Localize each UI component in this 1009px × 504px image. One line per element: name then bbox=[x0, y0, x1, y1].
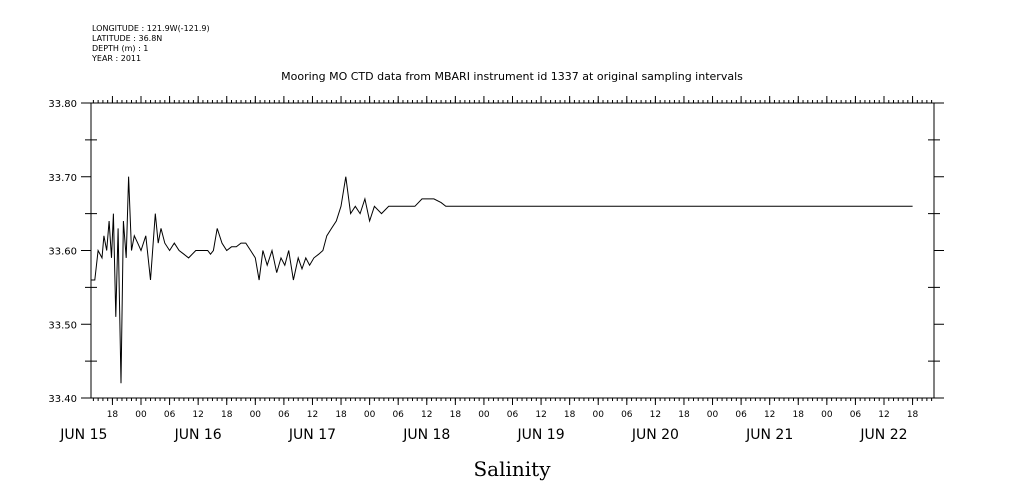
x-hour-label: 18 bbox=[107, 410, 119, 420]
x-hour-label: 18 bbox=[564, 410, 576, 420]
x-day-label: JUN 16 bbox=[174, 427, 222, 443]
x-hour-label: 00 bbox=[478, 410, 490, 420]
x-day-label: JUN 21 bbox=[745, 427, 793, 443]
axis-ticks bbox=[81, 96, 944, 405]
x-hour-label: 18 bbox=[335, 410, 347, 420]
x-tick-labels: 18 00 06 12 18 00 06 12 18 00 06 12 18 00 06 12 18 00 06 12… bbox=[107, 410, 919, 420]
x-hour-label: 06 bbox=[164, 410, 176, 420]
day-labels: JUN 15 JUN 16 JUN 17 JUN 18 JUN 19 JUN 20 JUN … bbox=[59, 427, 907, 443]
y-tick-label: 33.80 bbox=[48, 99, 77, 110]
metadata-block: LONGITUDE : 121.9W(-121.9) LATITUDE : 36… bbox=[91, 24, 210, 63]
salinity-series-line bbox=[91, 176, 913, 384]
x-hour-label: 12 bbox=[307, 410, 318, 420]
x-day-label: JUN 17 bbox=[288, 427, 336, 443]
x-hour-label: 00 bbox=[135, 410, 147, 420]
x-hour-label: 12 bbox=[878, 410, 889, 420]
x-day-label: JUN 18 bbox=[402, 427, 450, 443]
x-axis-label: Salinity bbox=[473, 457, 551, 481]
plot-frame bbox=[90, 102, 935, 399]
x-hour-label: 06 bbox=[735, 410, 747, 420]
x-day-label: JUN 15 bbox=[59, 427, 107, 443]
y-tick-label: 33.40 bbox=[48, 394, 77, 405]
x-hour-label: 12 bbox=[421, 410, 432, 420]
x-hour-label: 06 bbox=[278, 410, 290, 420]
x-day-label: JUN 20 bbox=[631, 427, 679, 443]
year-text: YEAR : 2011 bbox=[91, 54, 141, 63]
x-hour-label: 18 bbox=[450, 410, 462, 420]
x-hour-label: 12 bbox=[650, 410, 661, 420]
x-hour-label: 12 bbox=[192, 410, 203, 420]
y-tick-label: 33.70 bbox=[48, 173, 77, 184]
y-tick-labels: 33.40 33.50 33.60 33.70 33.80 bbox=[48, 99, 77, 405]
x-hour-label: 00 bbox=[707, 410, 719, 420]
x-day-label: JUN 22 bbox=[859, 427, 907, 443]
depth-text: DEPTH (m) : 1 bbox=[92, 44, 148, 53]
x-hour-label: 00 bbox=[821, 410, 833, 420]
x-hour-label: 00 bbox=[593, 410, 605, 420]
chart-title: Mooring MO CTD data from MBARI instrumen… bbox=[281, 70, 743, 83]
x-hour-label: 18 bbox=[678, 410, 690, 420]
y-tick-label: 33.50 bbox=[48, 320, 77, 331]
latitude-text: LATITUDE : 36.8N bbox=[92, 34, 162, 43]
x-day-label: JUN 19 bbox=[517, 427, 565, 443]
x-hour-label: 06 bbox=[392, 410, 404, 420]
x-hour-label: 12 bbox=[764, 410, 775, 420]
x-hour-label: 18 bbox=[793, 410, 805, 420]
x-hour-label: 06 bbox=[850, 410, 862, 420]
x-hour-label: 18 bbox=[221, 410, 233, 420]
x-hour-label: 00 bbox=[364, 410, 376, 420]
x-hour-label: 06 bbox=[621, 410, 633, 420]
x-hour-label: 06 bbox=[507, 410, 519, 420]
x-hour-label: 12 bbox=[535, 410, 546, 420]
x-hour-label: 18 bbox=[907, 410, 919, 420]
y-tick-label: 33.60 bbox=[48, 247, 77, 258]
x-hour-label: 00 bbox=[250, 410, 262, 420]
longitude-text: LONGITUDE : 121.9W(-121.9) bbox=[92, 24, 210, 33]
